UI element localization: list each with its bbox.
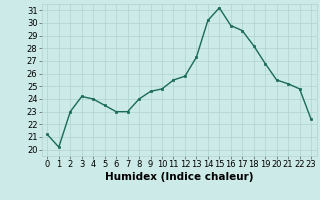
X-axis label: Humidex (Indice chaleur): Humidex (Indice chaleur) xyxy=(105,172,253,182)
